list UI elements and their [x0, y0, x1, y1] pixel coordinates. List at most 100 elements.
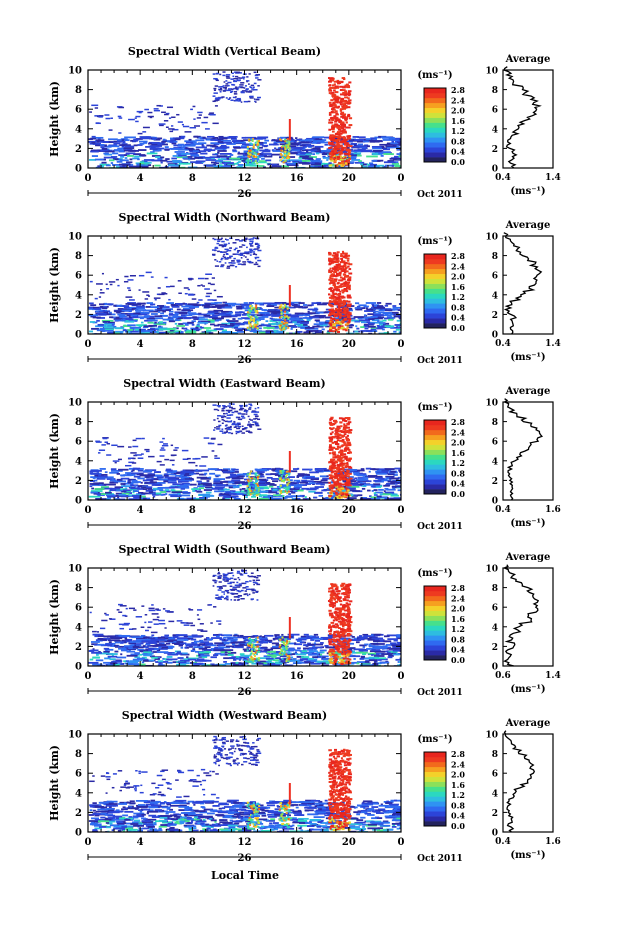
echo-cell — [373, 483, 381, 486]
echo-cell — [311, 141, 318, 144]
echo-cell — [302, 159, 311, 162]
echo-cell — [336, 427, 340, 430]
echo-cell — [172, 315, 180, 318]
echo-cell — [278, 493, 281, 496]
echo-cell — [188, 158, 191, 161]
echo-cell — [255, 486, 258, 489]
echo-cell — [334, 475, 338, 478]
echo-cell — [177, 143, 184, 146]
echo-cell — [226, 157, 230, 160]
echo-cell — [233, 323, 245, 326]
echo-cell — [390, 482, 395, 485]
echo-cell — [302, 304, 308, 306]
echo-cell — [343, 307, 348, 310]
echo-cell — [231, 262, 236, 264]
echo-cell — [352, 471, 360, 474]
echo-cell — [346, 326, 349, 329]
echo-cell — [337, 299, 342, 302]
echo-cell — [332, 157, 336, 160]
avg-y-tick-label: 10 — [485, 67, 498, 77]
echo-cell — [248, 403, 252, 406]
echo-cell — [367, 313, 376, 316]
echo-cell — [287, 488, 290, 491]
echo-cell — [230, 78, 234, 80]
echo-cell — [331, 297, 335, 300]
echo-cell — [304, 496, 307, 498]
echo-cell — [126, 314, 131, 317]
echo-cell — [241, 415, 245, 418]
echo-cell — [385, 302, 392, 305]
echo-cell — [357, 317, 363, 320]
echo-cell — [241, 155, 246, 158]
echo-cell — [143, 325, 153, 328]
echo-cell — [226, 239, 229, 241]
echo-cell — [331, 91, 335, 94]
echo-cell — [328, 494, 333, 497]
echo-cell — [105, 283, 108, 286]
echo-cell — [308, 312, 319, 315]
y-tick-label: 2 — [75, 310, 82, 321]
echo-cell — [378, 322, 386, 324]
echo-cell — [292, 160, 298, 163]
echo-cell — [207, 282, 211, 285]
echo-cell — [251, 137, 254, 140]
echo-cell — [343, 433, 347, 436]
echo-cell — [344, 160, 348, 163]
echo-cell — [346, 462, 349, 465]
echo-cell — [104, 328, 115, 331]
echo-cell — [248, 322, 251, 325]
echo-cell — [230, 138, 237, 140]
echo-cell — [90, 476, 100, 479]
echo-cell — [101, 148, 108, 150]
echo-cell — [347, 153, 355, 156]
echo-cell — [225, 146, 230, 149]
echo-cell — [109, 471, 119, 474]
echo-cell — [396, 148, 400, 151]
echo-cell — [328, 253, 332, 256]
echo-cell — [104, 471, 108, 474]
echo-cell — [130, 472, 140, 475]
echo-cell — [234, 86, 238, 88]
echo-cell — [315, 320, 320, 323]
echo-cell — [299, 155, 309, 158]
echo-cell — [226, 250, 228, 252]
echo-cell — [164, 489, 170, 491]
echo-cell — [262, 302, 272, 305]
echo-cell — [188, 313, 195, 316]
echo-cell — [233, 80, 238, 83]
echo-cell — [199, 465, 207, 467]
echo-cell — [206, 292, 212, 295]
echo-cell — [348, 155, 352, 158]
echo-cell — [279, 326, 282, 329]
echo-cell — [390, 326, 400, 329]
echo-cell — [129, 319, 138, 321]
echo-cell — [187, 457, 191, 460]
echo-cell — [220, 144, 227, 147]
echo-cell — [139, 136, 151, 138]
echo-cell — [163, 443, 168, 445]
echo-cell — [317, 303, 327, 306]
echo-cell — [366, 480, 372, 483]
echo-cell — [319, 481, 329, 484]
echo-cell — [378, 326, 385, 328]
echo-cell — [398, 303, 401, 305]
echo-cell — [168, 493, 178, 496]
echo-cell — [231, 72, 234, 75]
echo-cell — [131, 495, 140, 497]
echo-cell — [382, 139, 393, 141]
echo-cell — [163, 473, 176, 476]
echo-cell — [287, 490, 290, 493]
echo-cell — [249, 243, 252, 246]
echo-cell — [330, 273, 335, 276]
echo-cell — [231, 88, 234, 90]
avg-title: Average — [505, 54, 551, 65]
echo-cell — [342, 92, 347, 95]
echo-cell — [212, 95, 216, 97]
echo-cell — [308, 482, 316, 485]
echo-cell — [348, 284, 351, 287]
echo-cell — [373, 314, 384, 316]
echo-cell — [339, 101, 343, 104]
echo-cell — [346, 332, 355, 334]
echo-cell — [333, 89, 336, 92]
echo-cell — [281, 491, 284, 494]
